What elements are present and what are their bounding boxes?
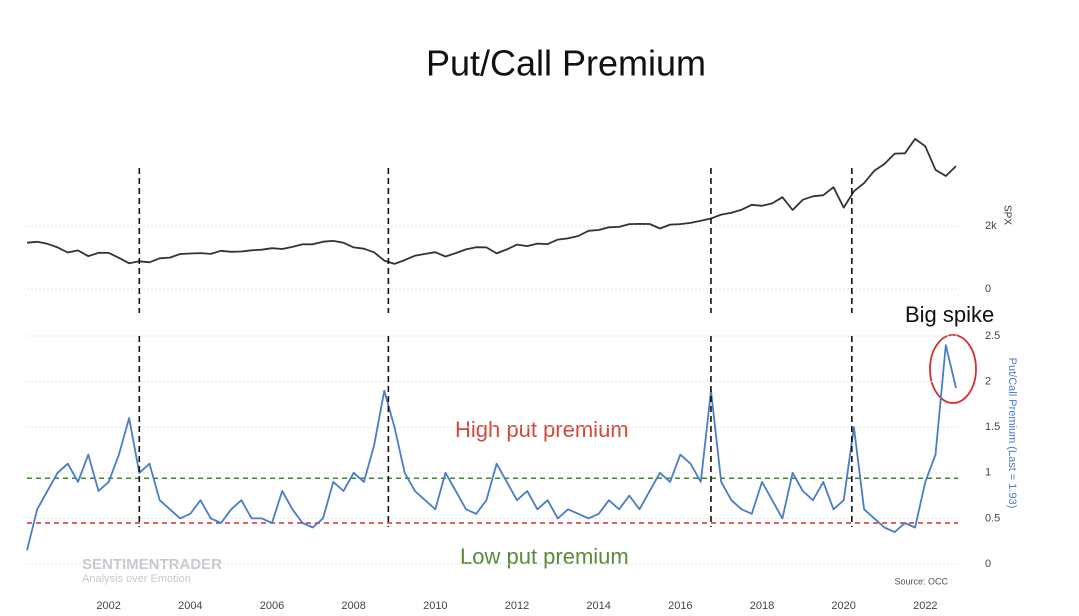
x-tick-label: 2002 [96, 600, 120, 612]
watermark: Analysis over Emotion [82, 573, 191, 585]
y-tick-label: 0.5 [985, 512, 1000, 524]
source: Source: OCC [894, 576, 948, 586]
y-tick-label: 2k [985, 220, 997, 232]
x-tick-label: 2018 [750, 600, 774, 612]
y-tick-label: 2 [985, 376, 991, 388]
annotation: Low put premium [460, 544, 629, 569]
y-axis-title: SPX [1001, 205, 1012, 225]
chart-title: Put/Call Premium [426, 43, 706, 84]
x-tick-label: 2016 [668, 600, 692, 612]
x-tick-label: 2022 [913, 600, 937, 612]
x-tick-label: 2008 [341, 600, 365, 612]
x-tick-label: 2004 [178, 600, 202, 612]
y-tick-label: 2.5 [985, 330, 1000, 342]
highlight-ellipse [929, 334, 977, 404]
data-line [26, 344, 957, 551]
x-tick-label: 2014 [586, 600, 610, 612]
annotation: High put premium [455, 417, 629, 442]
x-tick-label: 2012 [505, 600, 529, 612]
y-axis-title: Put/Call Premium (Last = 1.93) [1006, 358, 1018, 509]
x-tick-label: 2020 [831, 600, 855, 612]
y-tick-label: 0 [985, 283, 991, 295]
data-line [26, 138, 957, 265]
y-tick-label: 0 [985, 558, 991, 570]
y-tick-label: 1.5 [985, 421, 1000, 433]
y-tick-label: 1 [985, 467, 991, 479]
x-tick-label: 2010 [423, 600, 447, 612]
x-tick-label: 2006 [260, 600, 284, 612]
annotation: Big spike [905, 302, 994, 327]
